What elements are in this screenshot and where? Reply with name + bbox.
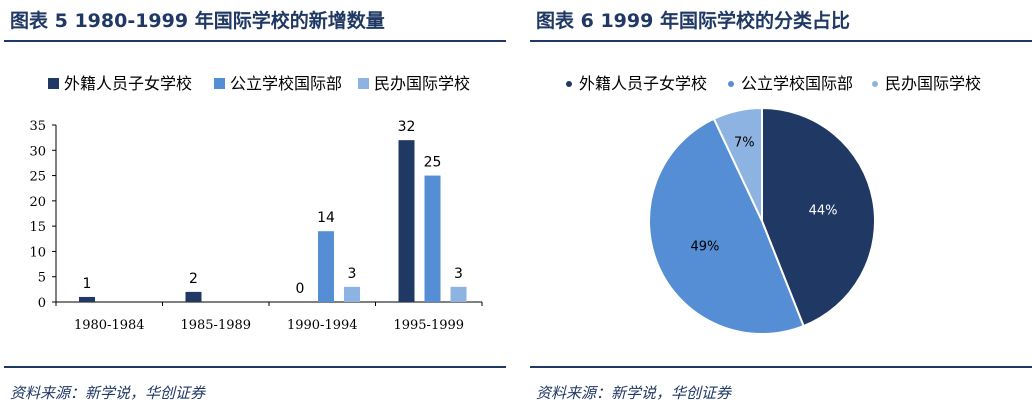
legend-label-3: 民办国际学校 <box>374 74 470 93</box>
data-label: 2 <box>189 271 198 287</box>
y-tick-label: 15 <box>29 220 46 235</box>
data-label: 32 <box>398 119 416 135</box>
pie-chart-bottom-rule <box>530 366 1032 368</box>
bar-1990-1994-series-2 <box>318 231 334 302</box>
legend-marker-3 <box>872 81 878 87</box>
legend-swatch-3 <box>358 78 369 89</box>
data-label: 0 <box>296 281 305 297</box>
pie-slice-1 <box>761 106 876 328</box>
y-tick-label: 5 <box>38 271 46 286</box>
x-tick-label: 1980-1984 <box>74 318 145 333</box>
data-label: 14 <box>317 210 335 226</box>
pie-chart: 外籍人员子女学校 公立学校国际部 民办国际学校 44% 49% 7% <box>566 74 981 335</box>
legend-label-3: 民办国际学校 <box>885 74 981 93</box>
bar-1995-1999-series-2 <box>424 175 441 302</box>
legend-marker-1 <box>566 81 572 87</box>
bar-1995-1999-series-3 <box>450 286 467 302</box>
bar-1985-1989-series-1 <box>185 291 202 302</box>
pie-slice-2 <box>648 117 805 335</box>
bar-chart-panel: 图表 5 1980-1999 年国际学校的新增数量 外籍人员子女学校 公立学校国际… <box>0 0 506 416</box>
legend-swatch-1 <box>48 78 59 89</box>
y-tick-label: 35 <box>29 119 46 134</box>
data-label: 3 <box>454 266 463 282</box>
pie-chart-panel: 图表 6 1999 年国际学校的分类占比 外籍人员子女学校 公立学校国际部 民办国际… <box>526 0 1032 416</box>
x-tick-label: 1985-1989 <box>180 318 251 333</box>
pie-chart-title: 图表 6 1999 年国际学校的分类占比 <box>536 10 850 32</box>
pie-chart-source: 资料来源：新学说，华创证券 <box>536 384 732 402</box>
data-label: 3 <box>348 266 357 282</box>
legend-label-2: 公立学校国际部 <box>741 74 853 93</box>
bar-chart: 外籍人员子女学校 公立学校国际部 民办国际学校051015202530351980-… <box>29 74 483 333</box>
legend-label-1: 外籍人员子女学校 <box>579 74 707 93</box>
pie-label-2: 49% <box>691 240 720 255</box>
legend-marker-2 <box>728 81 734 87</box>
bar-chart-bottom-rule <box>4 366 506 368</box>
pie-label-3: 7% <box>734 136 755 151</box>
legend-label-2: 公立学校国际部 <box>230 74 342 93</box>
y-tick-label: 30 <box>29 144 46 159</box>
legend-swatch-2 <box>214 78 225 89</box>
legend-label-1: 外籍人员子女学校 <box>64 74 192 93</box>
data-label: 25 <box>424 155 442 171</box>
y-tick-label: 25 <box>29 170 46 185</box>
y-tick-label: 10 <box>29 245 46 260</box>
pie-label-1: 44% <box>809 203 838 218</box>
y-tick-label: 0 <box>38 296 46 311</box>
data-label: 1 <box>83 276 92 292</box>
pie-chart-top-rule <box>530 40 1032 42</box>
bar-1980-1984-series-1 <box>79 296 95 302</box>
bar-chart-top-rule <box>4 40 506 42</box>
bar-1990-1994-series-3 <box>344 286 360 302</box>
bar-chart-source: 资料来源：新学说，华创证券 <box>10 384 206 402</box>
x-tick-label: 1995-1999 <box>393 318 464 333</box>
bar-chart-title: 图表 5 1980-1999 年国际学校的新增数量 <box>10 10 385 32</box>
pie-slice-3 <box>712 106 763 222</box>
bar-1995-1999-series-1 <box>398 140 415 302</box>
x-tick-label: 1990-1994 <box>287 318 358 333</box>
y-tick-label: 20 <box>29 195 46 210</box>
